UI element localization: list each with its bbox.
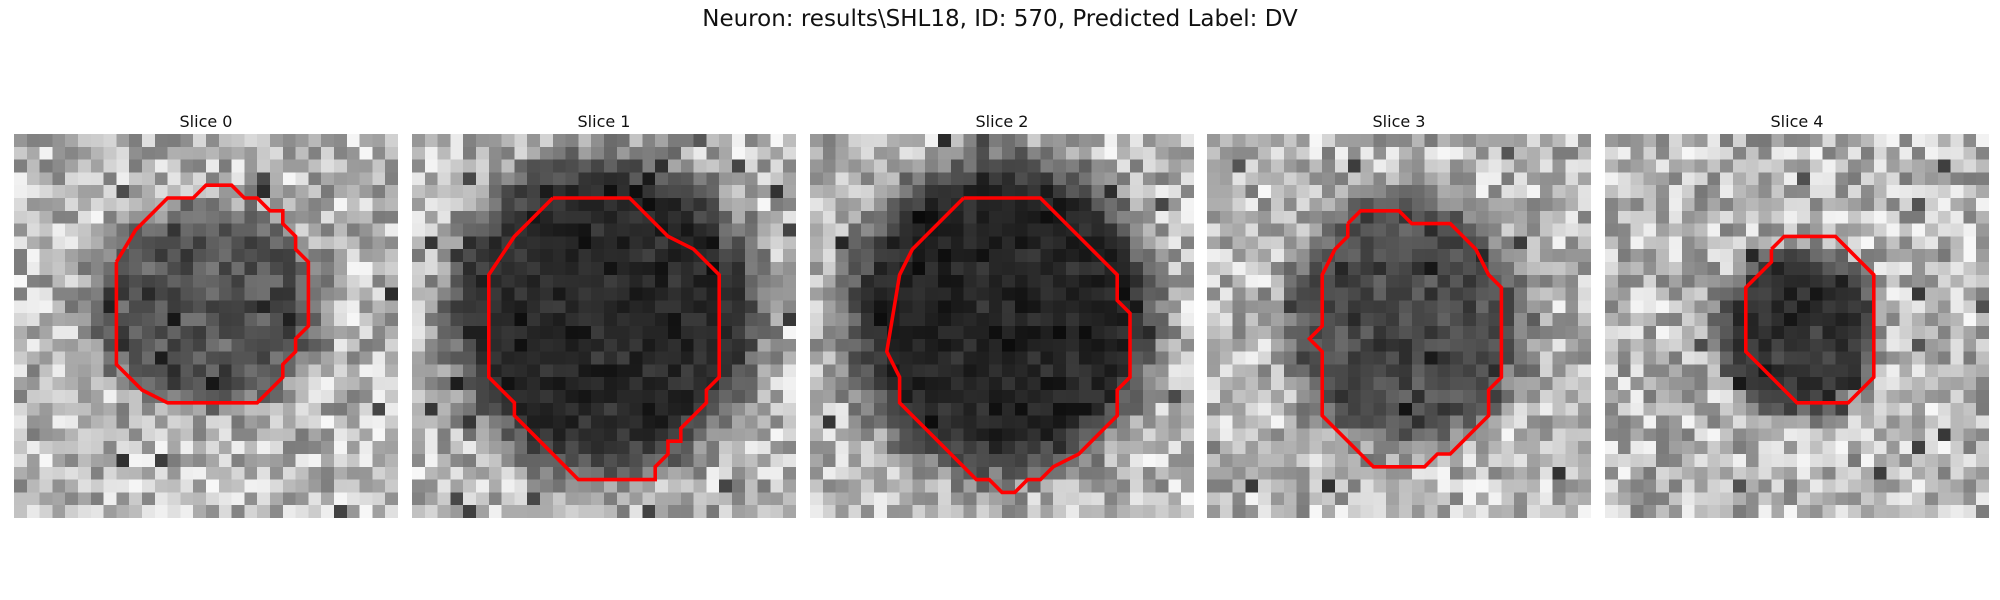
contour-outline-2	[884, 196, 1132, 495]
slice-panel-3: Slice 3	[1207, 110, 1591, 518]
slice-image-3	[1207, 134, 1591, 518]
slice-title-4: Slice 4	[1770, 112, 1824, 131]
slice-panel-0: Slice 0	[14, 110, 398, 518]
slice-panel-2: Slice 2	[810, 110, 1194, 518]
slice-title-2: Slice 2	[975, 112, 1029, 131]
slice-image-1	[412, 134, 796, 518]
figure-title: Neuron: results\SHL18, ID: 570, Predicte…	[702, 6, 1298, 32]
slice-image-0	[14, 134, 398, 518]
contour-outline-3	[1306, 209, 1504, 469]
slice-image-4	[1605, 134, 1989, 518]
contour-outline-4	[1744, 234, 1876, 405]
slice-image-2	[810, 134, 1194, 518]
contour-outline-0	[114, 183, 311, 405]
slice-title-3: Slice 3	[1372, 112, 1426, 131]
slice-panel-1: Slice 1	[412, 110, 796, 518]
slice-panel-4: Slice 4	[1605, 110, 1989, 518]
contour-outline-1	[487, 196, 721, 482]
slice-title-0: Slice 0	[179, 112, 233, 131]
slice-title-1: Slice 1	[577, 112, 631, 131]
